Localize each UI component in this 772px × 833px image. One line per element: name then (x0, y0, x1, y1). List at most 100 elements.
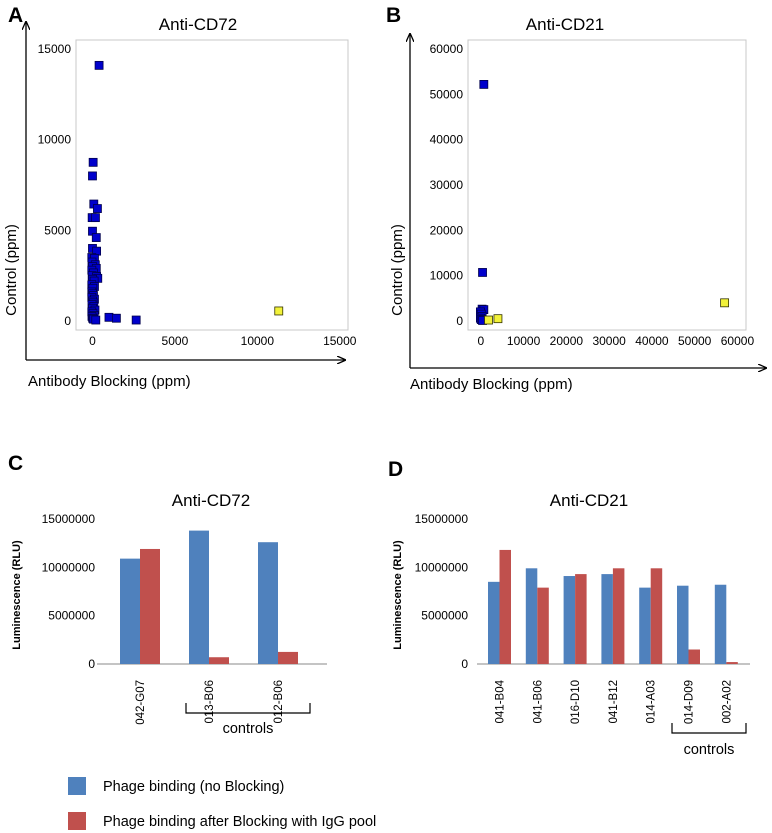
y-tick-label: 20000 (430, 223, 464, 237)
x-tick-label: 10000 (507, 334, 541, 348)
bar-no-blocking (563, 576, 576, 664)
bar-after-blocking (726, 662, 738, 664)
category-label: 014-A03 (646, 680, 658, 723)
y-tick-label: 40000 (430, 133, 464, 147)
x-tick-label: 50000 (678, 334, 712, 348)
x-tick-label: 5000 (162, 334, 189, 348)
panel-letter-d: D (388, 458, 403, 481)
bar-no-blocking (525, 568, 538, 664)
scatter-point-blue (104, 312, 114, 322)
x-tick-label: 30000 (592, 334, 626, 348)
controls-label: controls (684, 742, 735, 758)
y-tick-label: 10000 (38, 133, 72, 147)
plot-frame (75, 39, 349, 331)
bar-no-blocking (488, 581, 500, 664)
bar-no-blocking (601, 574, 613, 664)
scatter-point-blue (131, 315, 141, 325)
y-axis-label: Control (ppm) (389, 224, 406, 316)
x-tick-label: 60000 (721, 334, 755, 348)
y-tick-label: 30000 (430, 178, 464, 192)
category-label: 041-B04 (495, 679, 507, 723)
bar-no-blocking (120, 558, 140, 664)
x-axis-label: Antibody Blocking (ppm) (410, 376, 573, 393)
category-label: 012-B06 (273, 680, 285, 723)
legend-swatch-after-blocking (68, 812, 86, 830)
x-tick-label: 20000 (550, 334, 584, 348)
y-tick-label: 10000000 (42, 560, 96, 574)
x-tick-label: 10000 (241, 334, 275, 348)
controls-bracket (671, 723, 747, 734)
bar-after-blocking (140, 548, 160, 664)
bar-no-blocking (677, 585, 689, 664)
y-tick-label: 0 (456, 314, 463, 328)
scatter-point-blue (479, 80, 489, 89)
panel-letter-b: B (386, 4, 401, 27)
scatter-point-blue (94, 60, 104, 70)
x-tick-label: 15000 (323, 334, 357, 348)
y-tick-label: 5000000 (421, 609, 468, 623)
legend-label-after-blocking: Phage binding after Blocking with IgG po… (103, 814, 376, 830)
y-axis-label: Luminescence (RLU) (11, 540, 23, 650)
y-axis-label: Luminescence (RLU) (392, 540, 404, 650)
y-tick-label: 0 (88, 657, 95, 671)
scatter-point-blue (93, 204, 102, 213)
scatter-point-yellow (274, 306, 284, 316)
category-label: 041-B06 (532, 680, 544, 723)
category-label: 013-B06 (204, 680, 216, 723)
y-tick-label: 15000 (38, 42, 72, 56)
category-label: 042-G07 (135, 680, 147, 725)
category-label: 016-D10 (570, 680, 582, 724)
controls-label: controls (223, 721, 274, 737)
scatter-point-blue (111, 313, 121, 323)
bar-no-blocking (639, 587, 651, 664)
y-tick-label: 15000000 (42, 512, 96, 526)
controls-bracket (185, 703, 311, 714)
scatter-anti-cd72: Anti-CD72 Antibody Blocking (ppm) Contro… (3, 15, 357, 390)
y-tick-label: 0 (64, 314, 71, 328)
y-tick-label: 10000000 (415, 560, 469, 574)
scatter-point-blue (478, 268, 487, 277)
y-tick-label: 10000 (430, 269, 464, 283)
panel-letter-a: A (8, 4, 23, 27)
y-axis-label: Control (ppm) (3, 224, 20, 316)
bar-after-blocking (575, 574, 587, 664)
category-label: 002-A02 (721, 680, 733, 723)
y-tick-label: 0 (461, 657, 468, 671)
scatter-point-yellow (484, 315, 493, 325)
bar-after-blocking (650, 568, 663, 664)
category-label: 014-D09 (684, 680, 696, 724)
scatter-point-blue (91, 315, 101, 325)
scatter-anti-cd21: Anti-CD21 Antibody Blocking (ppm) Contro… (389, 15, 766, 393)
x-tick-label: 0 (477, 334, 484, 348)
y-tick-label: 5000000 (48, 609, 95, 623)
scatter-point-blue (88, 157, 98, 167)
bar-no-blocking (189, 530, 209, 664)
chart-title: Anti-CD21 (550, 491, 628, 510)
x-tick-label: 40000 (635, 334, 669, 348)
bar-after-blocking (499, 549, 511, 664)
legend: Phage binding (no Blocking) Phage bindin… (68, 777, 376, 830)
bar-after-blocking (209, 657, 229, 664)
bar-chart-anti-cd72: Anti-CD72 Luminescence (RLU) 0 5000000 100… (11, 491, 327, 737)
bar-no-blocking (714, 584, 727, 664)
plot-frame (467, 39, 747, 331)
y-tick-label: 50000 (430, 87, 464, 101)
scatter-point-yellow (720, 298, 730, 308)
y-tick-label: 15000000 (415, 512, 469, 526)
bar-after-blocking (278, 651, 298, 664)
scatter-point-blue (91, 213, 100, 223)
bar-after-blocking (537, 587, 549, 664)
category-label: 041-B12 (608, 680, 620, 723)
chart-title: Anti-CD72 (159, 15, 237, 34)
legend-label-no-blocking: Phage binding (no Blocking) (103, 779, 284, 795)
panel-letter-c: C (8, 452, 23, 475)
x-axis-label: Antibody Blocking (ppm) (28, 373, 191, 390)
scatter-point-blue (88, 171, 97, 181)
scatter-point-blue (91, 233, 101, 242)
bar-chart-anti-cd21: Anti-CD21 Luminescence (RLU) 0 5000000 100… (392, 491, 750, 758)
legend-swatch-no-blocking (68, 777, 86, 795)
bar-after-blocking (688, 649, 700, 664)
chart-title: Anti-CD72 (172, 491, 250, 510)
scatter-point-yellow (493, 314, 503, 324)
